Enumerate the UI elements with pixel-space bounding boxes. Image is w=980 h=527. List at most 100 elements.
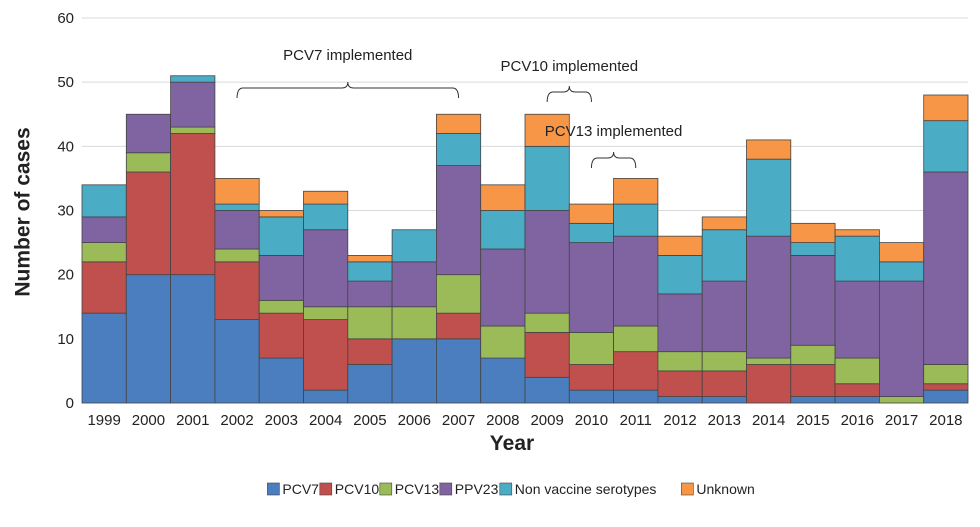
bar-segment <box>214 319 260 404</box>
x-tick-label: 2011 <box>620 412 652 429</box>
bar-segment <box>657 351 703 372</box>
bar-segment <box>81 184 127 218</box>
bar-segment <box>790 344 836 365</box>
bar-segment <box>923 94 969 122</box>
x-tick-label: 2008 <box>486 412 519 429</box>
bar-segment <box>480 210 526 250</box>
y-tick-label: 60 <box>57 10 74 27</box>
y-tick-label: 50 <box>57 74 74 91</box>
bar-segment <box>613 389 659 404</box>
bar-segment <box>790 364 836 397</box>
bar-segment <box>879 242 925 263</box>
bar-segment <box>834 357 880 385</box>
bar-segment <box>391 306 437 340</box>
bar-segment <box>125 274 172 404</box>
x-tick-label: 1999 <box>87 412 120 429</box>
bar-segment <box>480 325 526 359</box>
x-tick-label: 2006 <box>398 412 431 429</box>
x-tick-label: 2003 <box>265 412 298 429</box>
bar-segment <box>746 364 792 404</box>
annotation-label: PCV7 implemented <box>283 47 412 64</box>
bar-segment <box>214 178 260 205</box>
bar-segment <box>480 357 526 404</box>
bar-segment <box>214 248 260 263</box>
bar-segment <box>258 357 304 404</box>
bar-segment <box>170 274 216 404</box>
bar-segment <box>258 210 304 218</box>
bar-segment <box>613 235 659 327</box>
bar-segment <box>701 396 747 404</box>
y-tick-label: 30 <box>57 203 74 220</box>
legend-label: PCV10 <box>335 481 380 497</box>
bar-segment <box>568 332 614 365</box>
bar-segment <box>613 351 659 391</box>
legend-swatch <box>499 482 513 496</box>
bar-segment <box>790 242 836 256</box>
bar-segment <box>214 203 260 211</box>
bar-segment <box>435 113 482 134</box>
bar-segment <box>923 389 969 404</box>
bar-segment <box>746 235 792 359</box>
annotation-label: PCV10 implemented <box>501 58 639 75</box>
bar-segment <box>568 389 614 404</box>
bar-segment <box>480 248 526 327</box>
legend: PCV7 PCV10 PCV13 PPV23 Non vaccine serotypes… <box>267 481 755 497</box>
bar-segment <box>125 152 172 173</box>
bar-segment <box>834 383 880 397</box>
bar-segment <box>303 319 349 391</box>
bar-segment <box>746 357 792 365</box>
bar-segment <box>303 306 349 320</box>
bar-segment <box>524 113 570 147</box>
x-axis-title: Year <box>490 432 534 455</box>
bar-segment <box>435 312 482 340</box>
bar-segment <box>524 312 570 333</box>
bar-segment <box>657 293 703 353</box>
bar-segment <box>834 396 880 404</box>
legend-label: Non vaccine serotypes <box>515 481 657 497</box>
bar-segment <box>303 190 349 205</box>
bar-segment <box>347 364 393 404</box>
legend-swatch <box>267 482 280 496</box>
bar-segment <box>524 210 570 314</box>
bar-segment <box>568 242 614 333</box>
bar-segment <box>657 396 703 404</box>
bar-segment <box>524 332 570 378</box>
legend-label: PCV7 <box>282 481 319 497</box>
legend-label: PCV13 <box>395 481 440 497</box>
x-tick-label: 2001 <box>176 412 209 429</box>
bar-segment <box>258 216 304 256</box>
annotation-bracket <box>236 81 460 99</box>
y-tick-label: 20 <box>57 267 74 284</box>
bar-segment <box>923 383 969 391</box>
bar-segment <box>568 364 614 391</box>
x-tick-label: 2009 <box>530 412 563 429</box>
bar-segment <box>923 364 969 385</box>
bar-segment <box>879 280 925 397</box>
legend-swatch <box>319 482 333 496</box>
bar-segment <box>568 222 614 243</box>
bar-segment <box>701 370 747 397</box>
bar-segment <box>214 261 260 320</box>
bar-segment <box>170 75 216 83</box>
bar-segment <box>480 184 526 211</box>
bar-segment <box>923 171 969 365</box>
legend-label: Unknown <box>696 481 754 497</box>
bar-segment <box>613 203 659 237</box>
bar-segment <box>879 396 925 404</box>
bar-segment <box>435 274 482 314</box>
bar-segment <box>790 396 836 404</box>
bar-segment <box>435 338 482 404</box>
bar-segment <box>170 133 216 276</box>
annotation-label: PCV13 implemented <box>545 123 683 140</box>
bar-segment <box>613 178 659 205</box>
bar-segment <box>347 255 393 263</box>
legend-swatch <box>439 482 453 496</box>
bar-segment <box>879 261 925 282</box>
bar-segments <box>81 75 969 404</box>
bar-segment <box>170 81 216 128</box>
bar-segment <box>435 133 482 166</box>
bar-segment <box>347 280 393 308</box>
y-tick-label: 10 <box>57 331 74 348</box>
bar-segment <box>170 126 216 134</box>
